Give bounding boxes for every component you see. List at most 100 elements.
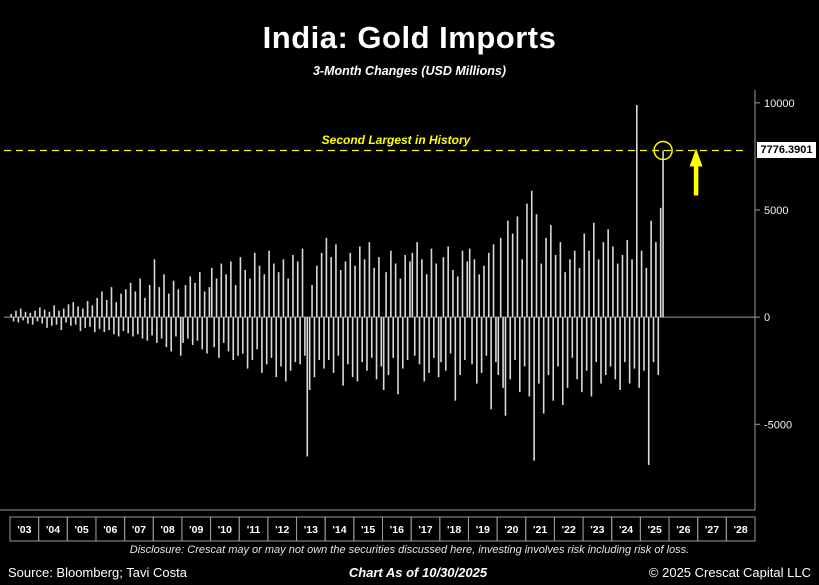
bar: [225, 274, 227, 318]
y-tick-labels: 10000 5000 0 -5000: [755, 98, 795, 431]
bar: [194, 282, 196, 318]
bar: [557, 317, 559, 367]
bar: [344, 261, 347, 318]
bar: [380, 317, 383, 367]
bar: [471, 317, 473, 365]
bar: [136, 317, 139, 335]
bar: [96, 297, 98, 318]
bar: [492, 244, 495, 318]
bar: [650, 220, 652, 318]
bar: [528, 317, 531, 397]
bar: [509, 317, 512, 380]
bar: [156, 317, 158, 343]
current-value-label: 7776.3901: [757, 142, 816, 158]
bar: [499, 237, 502, 318]
bar: [456, 276, 459, 318]
bar: [60, 317, 63, 330]
bar: [523, 317, 526, 367]
bar: [201, 317, 204, 350]
year-label: '20: [504, 524, 518, 536]
bar: [595, 317, 598, 363]
bar: [19, 308, 22, 318]
bar: [146, 317, 149, 341]
bar: [299, 317, 301, 365]
bar: [559, 242, 562, 318]
bar: [428, 317, 430, 373]
bar: [430, 248, 433, 318]
bar: [368, 242, 371, 318]
bar: [125, 289, 127, 318]
bar: [330, 257, 332, 318]
bar: [390, 250, 392, 318]
bar: [22, 317, 24, 321]
bar: [464, 317, 466, 360]
bar: [31, 317, 34, 325]
bar: [289, 317, 292, 371]
bar: [50, 317, 53, 326]
bars-group: [10, 105, 664, 465]
bar: [425, 274, 428, 318]
bar: [655, 242, 657, 318]
bar: [84, 317, 87, 328]
bar: [227, 317, 230, 352]
bar: [261, 317, 263, 373]
bar: [117, 317, 120, 337]
bar: [17, 317, 20, 323]
bar: [659, 207, 662, 318]
bar: [547, 317, 550, 375]
x-axis-year-boxes: '03 '04 '05 '06 '07 '08 '09 '10 '11 '12 '13 '14 '15 '…: [9, 516, 756, 542]
bar: [327, 317, 330, 360]
bar: [497, 317, 500, 375]
bar: [657, 317, 660, 375]
bar: [141, 317, 144, 339]
bar: [127, 317, 129, 334]
bar: [206, 317, 208, 354]
bar: [628, 317, 631, 384]
bar: [29, 312, 32, 318]
year-label: '19: [476, 524, 490, 536]
bar: [222, 317, 225, 343]
bar: [70, 317, 72, 326]
bar: [662, 150, 664, 318]
bar: [473, 259, 476, 318]
bar: [382, 317, 385, 390]
bar: [132, 317, 134, 337]
bar: [215, 278, 218, 318]
bar: [318, 317, 321, 360]
bar: [440, 317, 442, 363]
bar: [122, 317, 125, 332]
bar: [187, 317, 189, 339]
year-label: '22: [562, 524, 576, 536]
bar: [609, 317, 612, 367]
bar: [62, 308, 65, 318]
bar: [363, 259, 366, 318]
footer-bar: Source: Bloomberg; Tavi Costa Chart As o…: [0, 560, 819, 585]
bar: [480, 317, 483, 373]
bar: [65, 317, 67, 323]
bar: [103, 317, 106, 333]
bar: [538, 317, 540, 384]
year-label: '17: [418, 524, 432, 536]
bar: [354, 265, 356, 318]
bar: [82, 308, 84, 318]
bar: [256, 317, 258, 350]
bar: [253, 252, 256, 318]
bar: [621, 255, 624, 318]
bar: [15, 310, 17, 318]
bar: [110, 287, 113, 318]
bar: [612, 246, 614, 318]
year-label: '09: [189, 524, 203, 536]
up-arrow-icon: [689, 148, 703, 167]
bar: [86, 301, 89, 318]
bar: [213, 317, 215, 348]
year-label: '11: [247, 524, 261, 536]
bar: [476, 317, 478, 384]
bar: [160, 317, 163, 339]
bar: [246, 317, 249, 369]
bar: [199, 272, 201, 318]
bar: [313, 317, 316, 378]
bar: [385, 272, 387, 318]
year-label: '12: [275, 524, 289, 536]
bar: [46, 317, 48, 328]
